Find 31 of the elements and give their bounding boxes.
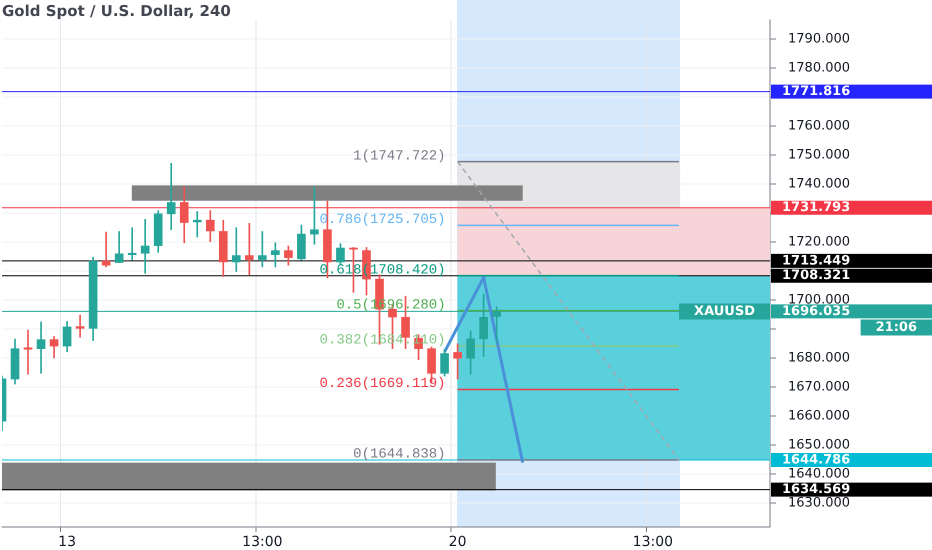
y-tick-label: 1720.000 — [788, 234, 850, 250]
x-tick-label: 13:00 — [242, 534, 283, 550]
x-tick-label: 13 — [58, 534, 76, 550]
candlestick — [24, 330, 32, 375]
text: 21:06 — [876, 320, 918, 335]
series-label: 1(1747.722) — [353, 148, 446, 164]
chart-title: Gold Spot / U.S. Dollar, 240 — [2, 2, 231, 20]
y-tick-label: 1650.000 — [788, 437, 850, 452]
y-tick-label: 1750.000 — [788, 147, 850, 162]
ref-line-label: 1634.569 — [782, 482, 850, 498]
x-tick-label: 20 — [448, 534, 467, 550]
ref-line-label: 1696.035 — [782, 304, 850, 319]
y-tick-label: 1780.000 — [788, 60, 850, 76]
annotation: XAUUSD — [694, 304, 756, 319]
y-tick-label: 1740.000 — [788, 176, 850, 192]
ref-line-label: 1708.321 — [782, 268, 850, 284]
y-tick-label: 1670.000 — [788, 379, 850, 394]
ref-line-label: 1644.786 — [782, 452, 850, 468]
ref-line-label: 1771.816 — [782, 84, 850, 100]
x-tick-label: 13:00 — [632, 534, 674, 550]
ref-line-label: 1731.793 — [782, 200, 850, 216]
y-tick-label: 1660.000 — [788, 408, 850, 424]
y-tick-label: 1680.000 — [788, 350, 850, 366]
series-label: 0.236(1669.119) — [320, 376, 446, 392]
candlestick — [36, 322, 46, 374]
y-tick-label: 1790.000 — [788, 31, 850, 46]
y-tick-label: 1630.000 — [788, 495, 850, 510]
y-tick-label: 1760.000 — [788, 118, 850, 134]
ref-line-label: 1713.449 — [782, 253, 850, 268]
series-label: 0(1644.838) — [353, 446, 446, 463]
y-tick-label: 1640.000 — [788, 466, 850, 482]
